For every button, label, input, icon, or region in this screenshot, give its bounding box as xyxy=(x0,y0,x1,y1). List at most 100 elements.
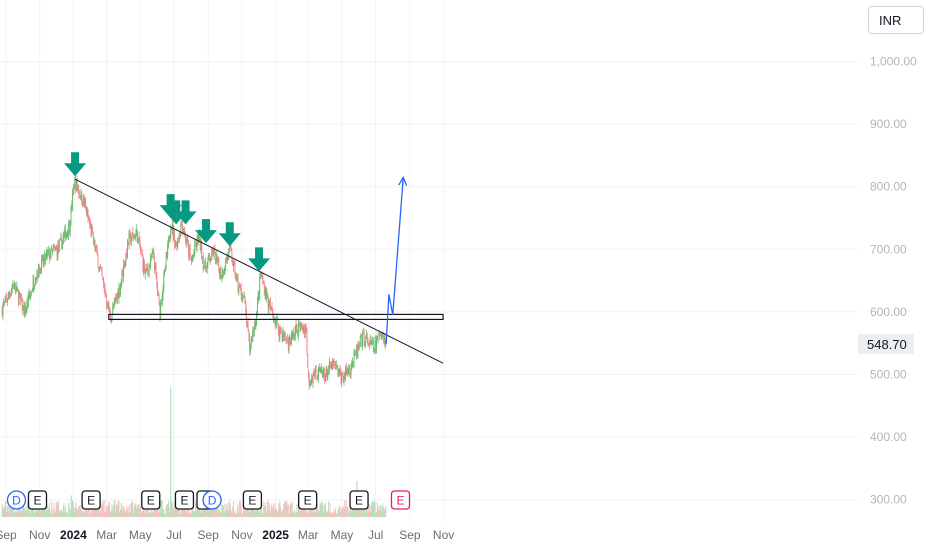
dividend-marker[interactable]: D xyxy=(6,490,27,510)
volume-bar xyxy=(273,509,275,517)
candle-body xyxy=(342,378,344,382)
volume-bar xyxy=(244,505,246,517)
candle-body xyxy=(155,265,157,276)
earnings-marker[interactable]: E xyxy=(174,490,195,510)
marker-label: E xyxy=(396,494,404,508)
y-tick-label: 300.00 xyxy=(870,493,907,507)
volume-bar xyxy=(173,507,175,517)
currency-button[interactable]: INR xyxy=(868,6,924,34)
volume-bar xyxy=(375,513,377,517)
earnings-marker[interactable]: E xyxy=(390,490,411,510)
down-arrow-icon[interactable] xyxy=(248,247,271,272)
candle-body xyxy=(333,359,335,364)
volume-bar xyxy=(329,502,331,517)
volume-bar xyxy=(261,513,263,517)
volume-bar xyxy=(78,506,80,517)
earnings-marker[interactable]: E xyxy=(349,490,369,510)
candle-body xyxy=(195,245,197,247)
volume-bar xyxy=(62,506,64,517)
volume-bar xyxy=(379,509,381,517)
event-markers[interactable]: DEEEEEDEEEE xyxy=(6,490,411,510)
candle-body xyxy=(335,364,337,369)
marker-label: E xyxy=(304,494,312,508)
candle-body xyxy=(212,250,214,256)
earnings-marker[interactable]: E xyxy=(298,490,318,510)
candle-body xyxy=(311,379,313,382)
candle-body xyxy=(48,249,49,254)
volume-bar xyxy=(318,511,320,517)
candle-body xyxy=(192,254,194,256)
candle-body xyxy=(85,201,87,208)
candle-body xyxy=(56,248,58,257)
candle-body xyxy=(174,231,176,246)
earnings-marker[interactable]: E xyxy=(27,490,48,510)
dividend-marker[interactable]: D xyxy=(202,490,222,510)
down-arrow-icon[interactable] xyxy=(64,152,87,177)
candle-body xyxy=(113,307,114,309)
projection-path[interactable] xyxy=(385,177,404,345)
down-arrow-icon[interactable] xyxy=(174,200,197,225)
candle-body xyxy=(33,278,35,288)
x-tick-label: 2025 xyxy=(262,528,289,542)
y-tick-label: 1,000.00 xyxy=(870,55,917,69)
down-arrow-icon[interactable] xyxy=(195,219,218,244)
x-tick-label: Mar xyxy=(96,528,117,542)
volume-bar xyxy=(266,513,268,517)
volume-bar xyxy=(286,500,288,517)
down-arrow-icon[interactable] xyxy=(218,222,241,247)
candle-body xyxy=(290,342,292,344)
candle-body xyxy=(304,328,306,335)
volume-bar xyxy=(258,510,260,517)
candle-body xyxy=(49,256,51,259)
earnings-marker[interactable]: E xyxy=(81,490,101,510)
candle-body xyxy=(295,324,297,331)
candle-body xyxy=(115,297,117,300)
candle-body xyxy=(294,334,295,337)
candle-body xyxy=(133,234,135,239)
candle-body xyxy=(346,368,348,376)
candle-body xyxy=(338,368,340,372)
candle-body xyxy=(340,373,342,383)
volume-bar xyxy=(216,500,218,517)
candle-body xyxy=(249,338,251,352)
candle-body xyxy=(91,229,93,235)
candle-body xyxy=(59,239,61,241)
candle-body xyxy=(288,338,290,350)
candle-body xyxy=(371,341,373,343)
volume-bar xyxy=(252,506,254,517)
candle-body xyxy=(242,296,244,302)
candle-body xyxy=(147,271,149,274)
volume-bar xyxy=(165,505,167,517)
volume-bar xyxy=(199,504,201,517)
candle-body xyxy=(285,339,287,341)
candle-body xyxy=(225,258,227,270)
time-axis[interactable]: Sep Nov 2024 Mar May Jul Sep Nov 2025 Mar May Jul Se… xyxy=(0,528,454,542)
candle-body xyxy=(262,274,264,283)
candle-body xyxy=(16,286,18,288)
candle-body xyxy=(352,361,354,364)
drawings[interactable] xyxy=(64,152,444,364)
down-arrow-icon[interactable] xyxy=(159,194,182,219)
candle-body xyxy=(52,248,54,250)
candles[interactable] xyxy=(1,172,387,390)
candle-body xyxy=(350,368,352,376)
volume-bar xyxy=(150,508,152,517)
volume-bar xyxy=(187,502,189,517)
volume-bar xyxy=(45,510,47,517)
earnings-marker[interactable]: E xyxy=(242,490,263,510)
support-zone[interactable] xyxy=(108,313,444,321)
candle-body xyxy=(64,228,66,234)
candle-body xyxy=(106,304,108,309)
volume-bar xyxy=(361,507,363,517)
volume-bar xyxy=(281,510,283,517)
candle-body xyxy=(312,375,314,383)
volume-bar xyxy=(179,508,181,517)
volume-bar xyxy=(18,508,20,517)
x-tick-label: 2024 xyxy=(60,528,87,542)
earnings-marker[interactable]: E xyxy=(141,490,161,510)
candle-body xyxy=(106,295,108,305)
price-axis[interactable]: 1,000.00 900.00 800.00 700.00 600.00 500.00 40… xyxy=(858,55,917,507)
candle-body xyxy=(107,302,109,309)
